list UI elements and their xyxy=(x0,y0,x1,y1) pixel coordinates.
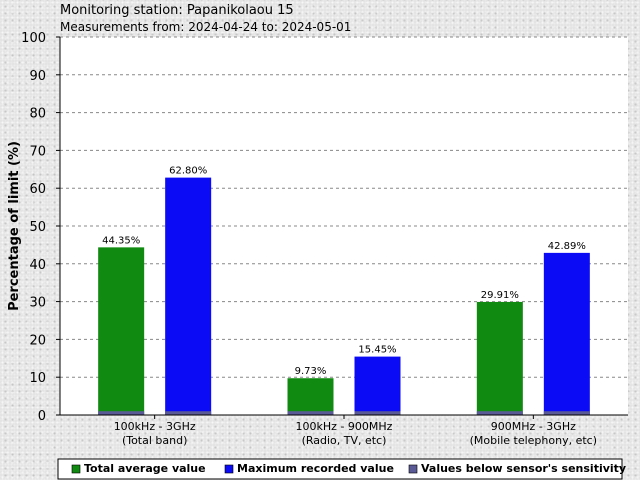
grid-lines xyxy=(60,36,628,378)
category-sublabel: (Radio, TV, etc) xyxy=(302,434,387,447)
legend-label-maximum: Maximum recorded value xyxy=(237,462,394,475)
y-tick-label: 10 xyxy=(29,371,46,386)
data-label: 42.89% xyxy=(548,241,586,252)
chart-subtitle: Measurements from: 2024-04-24 to: 2024-0… xyxy=(60,20,351,34)
y-tick-label: 60 xyxy=(29,182,46,197)
bar-average xyxy=(476,301,523,415)
bar-maximum xyxy=(543,252,590,415)
legend-label-average: Total average value xyxy=(84,462,206,475)
legend-swatch-maximum xyxy=(224,464,234,474)
category-sublabel: (Mobile telephony, etc) xyxy=(470,434,597,447)
bar-below-sensitivity xyxy=(165,411,212,415)
category-label: 900MHz - 3GHz xyxy=(491,420,576,433)
bar-below-sensitivity xyxy=(543,411,590,415)
legend-swatch-below-sensitivity xyxy=(408,464,418,474)
legend-swatch-average xyxy=(71,464,81,474)
data-label: 29.91% xyxy=(481,290,519,301)
y-tick-label: 50 xyxy=(29,220,46,235)
category-sublabel: (Total band) xyxy=(122,434,187,447)
legend-box xyxy=(57,458,623,480)
y-tick-label: 40 xyxy=(29,258,46,273)
legend: Total average value Maximum recorded val… xyxy=(57,458,626,480)
bar-below-sensitivity xyxy=(98,411,145,415)
y-tick-label: 90 xyxy=(29,69,46,84)
y-tick-label: 30 xyxy=(29,296,46,311)
bar-maximum xyxy=(165,177,212,415)
y-tick-label: 100 xyxy=(21,31,46,46)
bars: 44.35% 62.80% 9.73% 15.45% 29.91% 42.89% xyxy=(98,166,590,415)
bar-below-sensitivity xyxy=(354,411,401,415)
y-tick-label: 70 xyxy=(29,144,46,159)
category-label: 100kHz - 900MHz xyxy=(296,420,393,433)
bar-below-sensitivity xyxy=(287,411,334,415)
y-tick-label: 0 xyxy=(38,409,46,424)
legend-label-below-sensitivity: Values below sensor's sensitivity xyxy=(421,462,626,475)
y-tick-label: 20 xyxy=(29,333,46,348)
bar-average xyxy=(98,247,145,415)
y-axis-ticks: 0 10 20 30 40 50 60 70 80 90 100 xyxy=(21,31,60,424)
data-label: 62.80% xyxy=(169,166,207,177)
chart-title: Monitoring station: Papanikolaou 15 xyxy=(60,3,294,18)
data-label: 15.45% xyxy=(358,345,396,356)
y-axis-title: Percentage of limit (%) xyxy=(7,141,22,311)
bar-below-sensitivity xyxy=(476,411,523,415)
bar-maximum xyxy=(354,356,401,415)
bar-average xyxy=(287,378,334,415)
category-label: 100kHz - 3GHz xyxy=(114,420,196,433)
y-tick-label: 80 xyxy=(29,107,46,122)
data-label: 9.73% xyxy=(295,366,327,377)
x-axis-categories: 100kHz - 3GHz(Total band) 100kHz - 900MHz… xyxy=(114,415,597,447)
data-label: 44.35% xyxy=(102,235,140,246)
